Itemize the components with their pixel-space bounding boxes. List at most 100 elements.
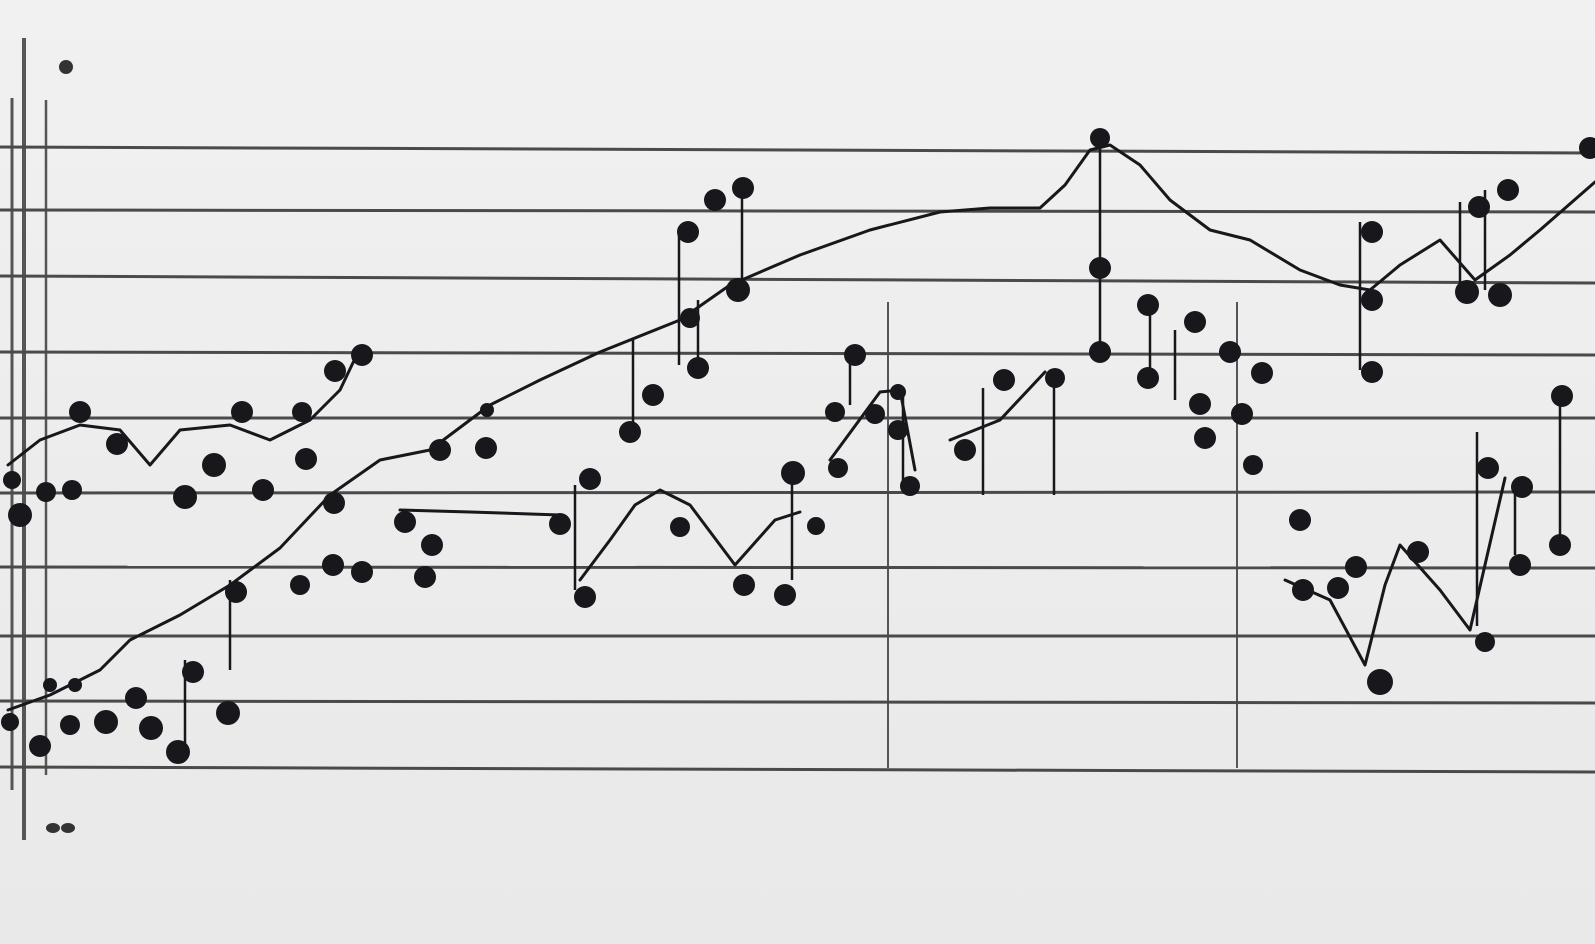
note-head <box>642 384 664 406</box>
clef-mark <box>61 823 75 833</box>
note-head <box>414 566 436 588</box>
note-head <box>726 278 750 302</box>
note-head <box>68 678 82 692</box>
note-head <box>1497 179 1519 201</box>
note-head <box>865 404 885 424</box>
staff-lines <box>0 145 1595 774</box>
clef-marks <box>46 60 75 833</box>
note-heads <box>1 128 1595 764</box>
note-head <box>579 468 601 490</box>
staff-line <box>0 490 1595 495</box>
note-head <box>1189 393 1211 415</box>
note-head <box>1184 311 1206 333</box>
note-head <box>351 344 373 366</box>
note-head <box>774 584 796 606</box>
note-head <box>781 461 805 485</box>
staff-line <box>0 565 1595 570</box>
melody-line <box>948 370 1047 442</box>
note-stems <box>183 140 1562 745</box>
note-head <box>1477 457 1499 479</box>
note-head <box>323 492 345 514</box>
note-head <box>670 517 690 537</box>
note-head <box>807 517 825 535</box>
note-head <box>1407 541 1429 563</box>
note-head <box>475 437 497 459</box>
note-head <box>290 575 310 595</box>
note-head <box>3 471 21 489</box>
note-head <box>429 439 451 461</box>
note-head <box>704 189 726 211</box>
melody-line <box>578 488 802 582</box>
note-head <box>106 433 128 455</box>
note-head <box>480 403 494 417</box>
note-head <box>1361 221 1383 243</box>
note-head <box>62 480 82 500</box>
note-head <box>125 687 147 709</box>
note-head <box>1361 361 1383 383</box>
note-head <box>8 503 32 527</box>
melody-line <box>398 508 562 517</box>
note-head <box>1251 362 1273 384</box>
note-head <box>1579 137 1595 159</box>
note-head <box>216 701 240 725</box>
melody-line <box>6 143 1595 712</box>
note-head <box>252 479 274 501</box>
note-head <box>1468 196 1490 218</box>
note-head <box>1219 341 1241 363</box>
note-head <box>324 360 346 382</box>
note-head <box>295 448 317 470</box>
note-head <box>1045 368 1065 388</box>
note-head <box>1137 294 1159 316</box>
note-head <box>1455 280 1479 304</box>
note-head <box>1194 427 1216 449</box>
note-head <box>1292 579 1314 601</box>
note-head <box>94 710 118 734</box>
note-head <box>351 561 373 583</box>
note-head <box>1231 403 1253 425</box>
note-head <box>1549 534 1571 556</box>
note-head <box>954 439 976 461</box>
note-head <box>1289 509 1311 531</box>
note-head <box>421 534 443 556</box>
melody-line <box>6 346 362 467</box>
note-head <box>825 402 845 422</box>
note-head <box>139 716 163 740</box>
staff-line <box>0 765 1595 774</box>
note-head <box>1551 385 1573 407</box>
note-head <box>828 458 848 478</box>
note-head <box>844 344 866 366</box>
note-head <box>29 735 51 757</box>
note-head <box>549 513 571 535</box>
note-head <box>292 402 312 422</box>
note-head <box>900 476 920 496</box>
note-head <box>1488 283 1512 307</box>
note-head <box>322 554 344 576</box>
note-head <box>1367 669 1393 695</box>
note-head <box>1089 257 1111 279</box>
note-head <box>225 581 247 603</box>
note-head <box>619 421 641 443</box>
note-head <box>60 715 80 735</box>
note-head <box>43 678 57 692</box>
note-head <box>166 740 190 764</box>
note-head <box>394 511 416 533</box>
note-head <box>1243 455 1263 475</box>
note-head <box>574 586 596 608</box>
note-head <box>231 401 253 423</box>
note-head <box>36 482 56 502</box>
clef-mark <box>46 823 60 833</box>
note-head <box>1 713 19 731</box>
note-head <box>182 661 204 683</box>
clef-mark <box>59 60 73 74</box>
note-head <box>1511 476 1533 498</box>
note-head <box>680 308 700 328</box>
note-head <box>677 221 699 243</box>
staff-line <box>0 699 1595 705</box>
staff-line <box>0 145 1595 155</box>
note-head <box>202 453 226 477</box>
note-head <box>1361 289 1383 311</box>
note-head <box>890 384 906 400</box>
note-head <box>1090 128 1110 148</box>
